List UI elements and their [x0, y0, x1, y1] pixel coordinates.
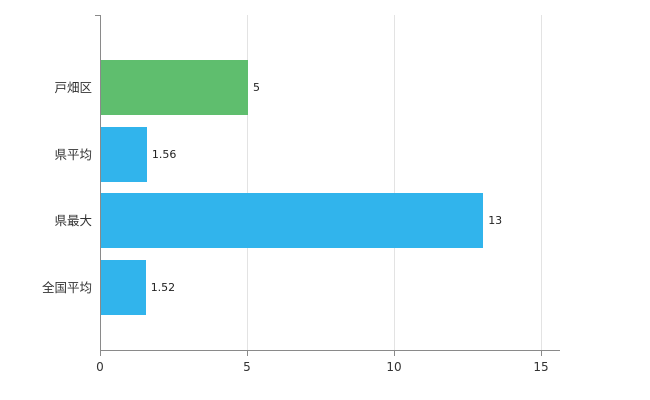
y-axis-top-tick-mark: [95, 15, 100, 16]
bar: [101, 259, 146, 315]
gridline: [247, 15, 248, 350]
value-label: 1.56: [151, 147, 177, 161]
value-label: 13: [488, 214, 503, 227]
x-axis-line: [100, 350, 560, 351]
category-label: 県平均: [54, 146, 92, 162]
x-tick-label: 10: [386, 360, 402, 374]
x-tick-label: 5: [243, 360, 251, 374]
bar: [101, 193, 484, 248]
y-axis-line: [100, 15, 101, 350]
category-label: 戸畑区: [54, 80, 92, 95]
x-tick-mark: [100, 350, 101, 356]
category-label: 県最大: [54, 213, 92, 228]
category-label: 全国平均: [41, 279, 92, 295]
value-label: 5: [253, 81, 260, 94]
x-tick-mark: [541, 350, 542, 356]
value-label: 1.52: [150, 280, 176, 294]
x-tick-label: 0: [96, 360, 104, 374]
bar: [101, 126, 147, 182]
gridline: [394, 15, 395, 350]
x-tick-mark: [394, 350, 395, 356]
x-tick-label: 15: [533, 360, 549, 374]
gridline: [541, 15, 542, 350]
bar: [101, 60, 248, 115]
x-tick-mark: [247, 350, 248, 356]
